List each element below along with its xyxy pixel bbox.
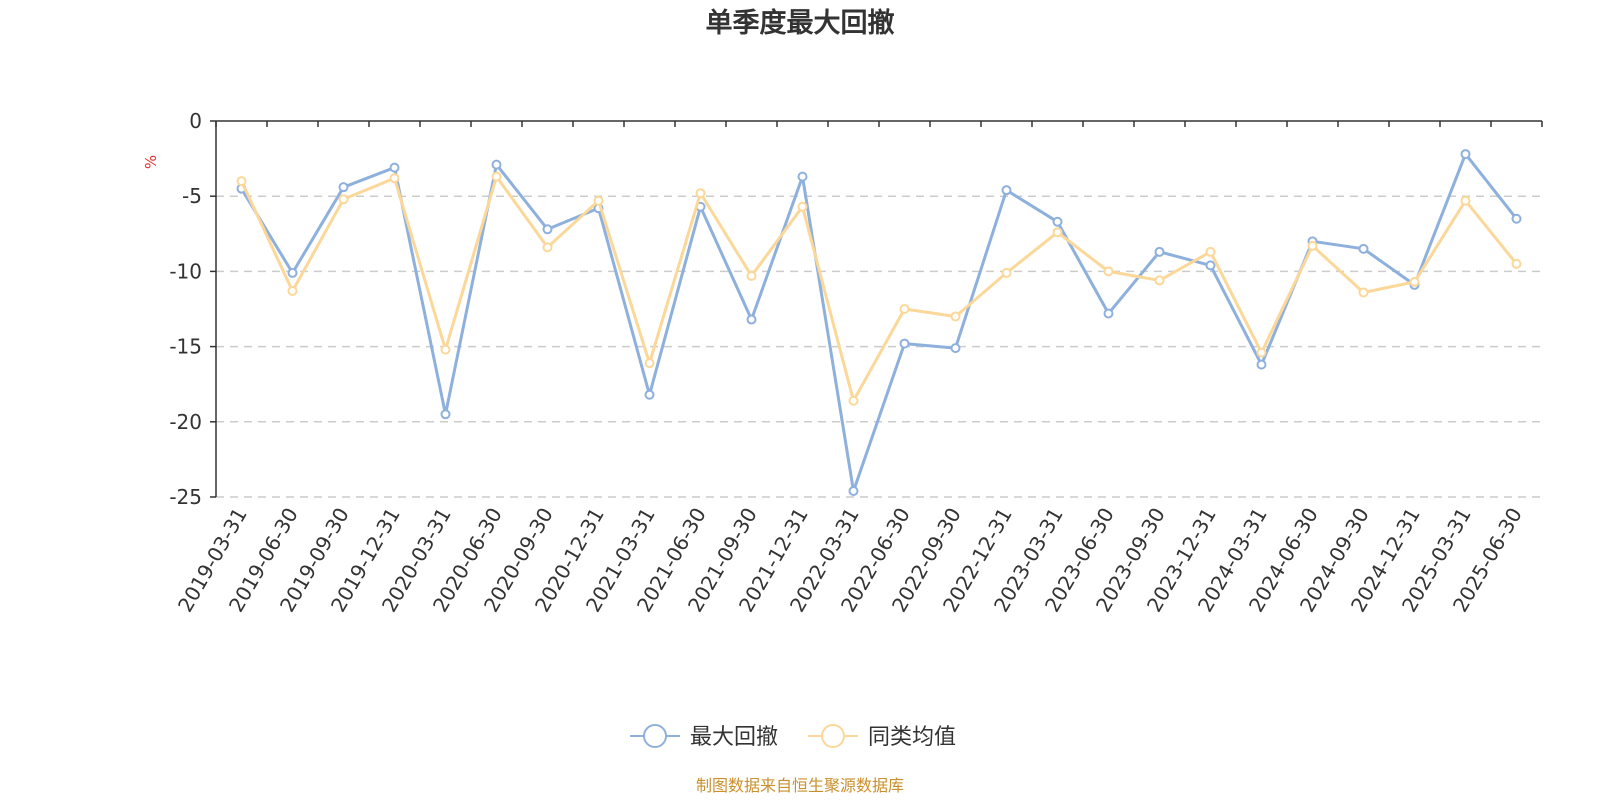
data-point bbox=[899, 304, 910, 314]
data-point bbox=[1205, 246, 1216, 257]
data-point bbox=[1154, 275, 1165, 286]
data-point bbox=[899, 338, 910, 349]
data-point bbox=[1052, 227, 1063, 238]
data-point bbox=[1511, 213, 1522, 224]
data-point bbox=[1358, 287, 1369, 298]
data-point bbox=[491, 171, 502, 182]
data-point bbox=[440, 344, 451, 355]
legend-item-2[interactable]: 同类均值 bbox=[808, 724, 956, 750]
data-point bbox=[1307, 240, 1318, 251]
data-point bbox=[950, 343, 961, 354]
data-point bbox=[695, 188, 706, 199]
data-point bbox=[848, 485, 859, 496]
chart-title: 单季度最大回撤 bbox=[706, 7, 895, 39]
data-point bbox=[644, 389, 655, 400]
data-point bbox=[1460, 195, 1471, 206]
data-point bbox=[1460, 149, 1471, 160]
data-point bbox=[542, 242, 553, 253]
data-point bbox=[1052, 216, 1063, 227]
data-point bbox=[1103, 308, 1114, 319]
data-point bbox=[491, 159, 502, 170]
data-point bbox=[1358, 243, 1369, 254]
legend-marker bbox=[643, 724, 667, 748]
data-point bbox=[338, 194, 349, 205]
legend-marker bbox=[821, 724, 845, 748]
y-axis-unit: % bbox=[142, 155, 160, 169]
data-point bbox=[797, 171, 808, 182]
data-point bbox=[542, 224, 553, 235]
data-point bbox=[1154, 246, 1165, 257]
data-point bbox=[287, 267, 298, 278]
series-line-1 bbox=[240, 152, 1518, 493]
data-point bbox=[287, 285, 298, 296]
data-point bbox=[1256, 347, 1267, 358]
data-point bbox=[1103, 266, 1114, 277]
grid-lines bbox=[216, 195, 1542, 498]
data-point bbox=[389, 162, 400, 173]
data-point bbox=[1409, 276, 1420, 287]
legend-label: 最大回撤 bbox=[690, 725, 778, 750]
y-tick-label: -5 bbox=[182, 184, 202, 208]
series-group bbox=[236, 149, 1522, 496]
data-point bbox=[1256, 359, 1267, 370]
data-point bbox=[1001, 185, 1012, 196]
data-source-note: 制图数据来自恒生聚源数据库 bbox=[696, 776, 904, 795]
data-point bbox=[593, 195, 604, 206]
data-point bbox=[746, 314, 757, 325]
y-tick-label: 0 bbox=[189, 109, 202, 133]
data-point bbox=[236, 176, 247, 187]
data-point bbox=[848, 395, 859, 406]
y-tick-labels: 0 -5 -10 -15 -20 -25 bbox=[169, 109, 202, 509]
data-point bbox=[1001, 267, 1012, 278]
data-point bbox=[797, 201, 808, 212]
series-line-2 bbox=[240, 175, 1518, 403]
axes bbox=[210, 120, 1543, 498]
data-point bbox=[644, 358, 655, 369]
data-point bbox=[389, 173, 400, 184]
data-point bbox=[1205, 260, 1216, 271]
legend[interactable]: 最大回撤 同类均值 bbox=[630, 724, 956, 750]
data-point bbox=[746, 270, 757, 281]
data-point bbox=[1511, 258, 1522, 269]
legend-label: 同类均值 bbox=[868, 725, 956, 750]
y-tick-label: -20 bbox=[169, 410, 202, 434]
y-tick-label: -15 bbox=[169, 335, 202, 359]
y-tick-label: -10 bbox=[169, 259, 202, 283]
x-tick-labels: 2019-03-312019-06-302019-09-302019-12-31… bbox=[173, 504, 1527, 617]
data-point bbox=[338, 182, 349, 193]
data-point bbox=[950, 311, 961, 322]
legend-item-1[interactable]: 最大回撤 bbox=[630, 724, 778, 750]
data-point bbox=[440, 409, 451, 420]
y-tick-label: -25 bbox=[169, 485, 202, 509]
